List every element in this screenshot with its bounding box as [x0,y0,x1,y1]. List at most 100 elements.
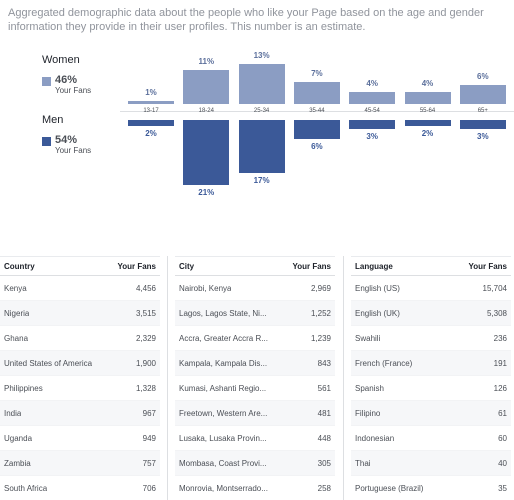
table-row: Ghana 2,329 [0,326,160,351]
row-name: Mombasa, Coast Provi... [179,458,267,468]
table-row: Kenya 4,456 [0,276,160,301]
women-value-label: 13% [253,50,270,60]
women-value-label: 4% [421,78,434,88]
table-row: Zambia 757 [0,451,160,476]
table-row: Spanish 126 [351,376,511,401]
men-value-label: 21% [198,188,215,198]
legend-men-sub: Your Fans [55,146,92,155]
women-bar-45-54[interactable] [349,91,396,104]
table-row: United States of America 1,900 [0,351,160,376]
row-fans-count: 15,704 [482,283,507,293]
row-fans-count: 1,328 [135,383,156,393]
women-bar-25-34[interactable] [238,63,285,104]
row-name: English (UK) [355,308,400,318]
men-bar-13-17[interactable] [128,120,174,127]
table-row: French (France) 191 [351,351,511,376]
chart-baseline [120,111,514,112]
row-name: French (France) [355,358,413,368]
row-name: Lagos, Lagos State, Ni... [179,308,267,318]
column-header-fans[interactable]: Your Fans [292,261,331,271]
column-header-name[interactable]: Country [4,261,35,271]
legend-men-swatch [42,137,51,146]
women-bar-65+[interactable] [459,85,506,104]
table-row: South Africa 706 [0,476,160,500]
men-bar-45-54[interactable] [349,120,396,130]
row-name: Philippines [4,383,43,393]
women-bar-18-24[interactable] [183,69,230,104]
column-header-name[interactable]: Language [355,261,393,271]
age-range-label: 13-17 [143,108,159,114]
table-body: Kenya 4,456 Nigeria 3,515 Ghana 2,329 United S… [0,276,160,500]
row-name: Spanish [355,383,384,393]
legend-women-percent: 46% [55,74,78,86]
column-header-fans[interactable]: Your Fans [468,261,507,271]
row-name: India [4,408,22,418]
row-fans-count: 191 [493,358,507,368]
row-fans-count: 561 [317,383,331,393]
row-fans-count: 1,239 [310,333,331,343]
row-fans-count: 967 [142,408,156,418]
row-fans-count: 236 [493,333,507,343]
row-name: Uganda [4,433,33,443]
row-name: Lusaka, Lusaka Provin... [179,433,267,443]
men-value-label: 2% [421,129,434,139]
women-bar-13-17[interactable] [128,100,174,104]
table-row: Kampala, Kampala Dis... 843 [175,351,335,376]
row-name: Indonesian [355,433,395,443]
legend-men: Men 54% Your Fans [42,114,91,156]
row-fans-count: 2,329 [135,333,156,343]
men-value-label: 17% [253,175,270,185]
women-value-label: 7% [311,69,323,79]
men-value-label: 2% [145,129,157,139]
table-row: Nigeria 3,515 [0,301,160,326]
men-bar-55-64[interactable] [404,120,451,127]
women-bar-35-44[interactable] [293,82,340,104]
row-fans-count: 481 [317,408,331,418]
women-bar-55-64[interactable] [404,91,451,104]
row-fans-count: 258 [317,483,331,493]
table-header: City Your Fans [175,256,335,276]
row-fans-count: 126 [493,383,507,393]
row-name: Nairobi, Kenya [179,283,232,293]
age-gender-chart: 1% 13-17 2% 11% 18-24 21% 13% 25-34 17% 7% 35-44 6%… [0,0,514,200]
demographics-description: Aggregated demographic data about the pe… [8,7,484,33]
row-fans-count: 35 [498,483,507,493]
legend-women-swatch [42,77,51,86]
men-bar-18-24[interactable] [183,120,230,186]
row-name: Swahili [355,333,381,343]
row-fans-count: 3,515 [135,308,156,318]
row-name: Ghana [4,333,29,343]
row-name: Portuguese (Brazil) [355,483,424,493]
row-fans-count: 4,456 [135,283,156,293]
table-divider [167,256,168,500]
men-bar-25-34[interactable] [238,120,285,173]
language-table: Language Your Fans English (US) 15,704 Engli… [351,256,511,500]
legend-women-label: Women [42,54,80,66]
men-value-label: 3% [477,132,489,142]
table-row: Filipino 61 [351,401,511,426]
row-fans-count: 305 [317,458,331,468]
row-fans-count: 1,900 [135,358,156,368]
women-value-label: 4% [366,78,378,88]
table-row: Uganda 949 [0,426,160,451]
legend-men-label: Men [42,114,64,126]
table-row: Freetown, Western Are... 481 [175,401,335,426]
row-fans-count: 40 [498,458,507,468]
column-header-fans[interactable]: Your Fans [117,261,156,271]
table-row: Lagos, Lagos State, Ni... 1,252 [175,301,335,326]
men-bar-65+[interactable] [459,120,506,130]
legend-women: Women 46% Your Fans [42,54,91,96]
row-fans-count: 706 [142,483,156,493]
row-fans-count: 1,252 [310,308,331,318]
row-fans-count: 60 [498,433,507,443]
age-range-label: 18-24 [198,108,214,114]
table-row: Monrovia, Montserrado... 258 [175,476,335,500]
men-bar-35-44[interactable] [293,120,340,139]
row-name: Filipino [355,408,381,418]
age-range-label: 55-64 [419,108,436,114]
row-fans-count: 2,969 [310,283,331,293]
women-value-label: 11% [198,56,215,66]
column-header-name[interactable]: City [179,261,195,271]
table-row: Swahili 236 [351,326,511,351]
table-body: Nairobi, Kenya 2,969 Lagos, Lagos State, N… [175,276,335,500]
